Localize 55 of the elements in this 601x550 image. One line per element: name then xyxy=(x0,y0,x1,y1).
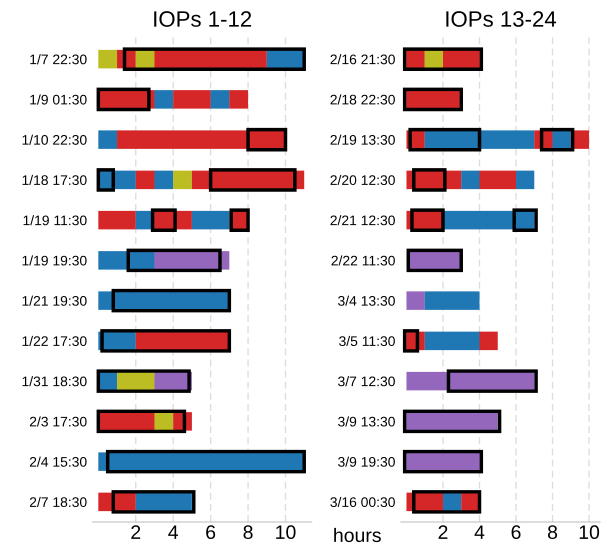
y-tick-label: 1/31 18:30 xyxy=(22,376,87,386)
bar xyxy=(442,210,534,230)
y-tick-label: 3/4 13:30 xyxy=(338,296,395,306)
y-tick-label: 2/3 17:30 xyxy=(30,416,87,427)
x-tick-label: 8 xyxy=(548,525,558,540)
bar xyxy=(98,130,118,149)
x-axis-title: hours xyxy=(334,528,381,542)
chart-title: IOPs 13-24 xyxy=(446,11,556,27)
bar xyxy=(117,130,286,149)
y-tick-label: 1/9 01:30 xyxy=(30,94,87,105)
x-tick-label: 6 xyxy=(512,525,521,540)
y-tick-label: 1/22 17:30 xyxy=(22,336,87,346)
y-tick-label: 1/10 22:30 xyxy=(22,134,87,145)
x-tick-label: 6 xyxy=(206,525,216,540)
bar xyxy=(424,332,480,350)
x-tick-label: 4 xyxy=(474,525,484,539)
y-tick-label: 3/9 19:30 xyxy=(338,456,395,467)
x-tick-label: 10 xyxy=(580,525,600,540)
x-tick-label: 2 xyxy=(438,525,448,539)
bar xyxy=(210,90,230,109)
bar xyxy=(516,170,534,190)
y-tick-label: 2/21 12:30 xyxy=(330,215,395,226)
y-tick-label: 2/18 22:30 xyxy=(330,94,395,105)
y-tick-label: 2/7 18:30 xyxy=(30,496,87,508)
y-tick-label: 3/7 12:30 xyxy=(338,376,395,386)
bar xyxy=(98,50,118,68)
x-tick-label: 10 xyxy=(276,525,296,540)
bar xyxy=(424,291,480,310)
x-tick-label: 2 xyxy=(131,525,140,539)
bar xyxy=(136,170,154,190)
y-tick-label: 1/19 11:30 xyxy=(24,215,87,226)
y-tick-label: 2/16 21:30 xyxy=(330,54,395,64)
bar xyxy=(480,332,498,350)
bar xyxy=(406,372,534,390)
y-tick-label: 3/9 13:30 xyxy=(338,416,395,427)
y-tick-label: 3/5 11:30 xyxy=(339,336,395,346)
bar xyxy=(229,90,248,109)
y-tick-label: 2/22 11:30 xyxy=(332,255,395,266)
y-tick-label: 2/19 13:30 xyxy=(330,134,395,145)
y-tick-label: 1/7 22:30 xyxy=(30,54,87,64)
x-tick-label: 8 xyxy=(243,525,253,540)
y-tick-label: 2/4 15:30 xyxy=(30,456,87,467)
y-tick-label: 1/21 19:30 xyxy=(22,296,87,306)
bar xyxy=(461,170,480,190)
x-tick-label: 4 xyxy=(168,525,178,539)
bar xyxy=(480,170,516,190)
y-tick-label: 1/19 19:30 xyxy=(22,255,87,266)
bar xyxy=(192,210,230,230)
bar xyxy=(173,170,192,190)
bar xyxy=(406,291,425,310)
bar xyxy=(173,90,211,109)
y-tick-label: 1/18 17:30 xyxy=(22,174,87,186)
chart-title: IOPs 1-12 xyxy=(154,11,252,27)
y-tick-label: 2/20 12:30 xyxy=(330,174,395,186)
y-tick-label: 3/16 00:30 xyxy=(330,496,395,508)
